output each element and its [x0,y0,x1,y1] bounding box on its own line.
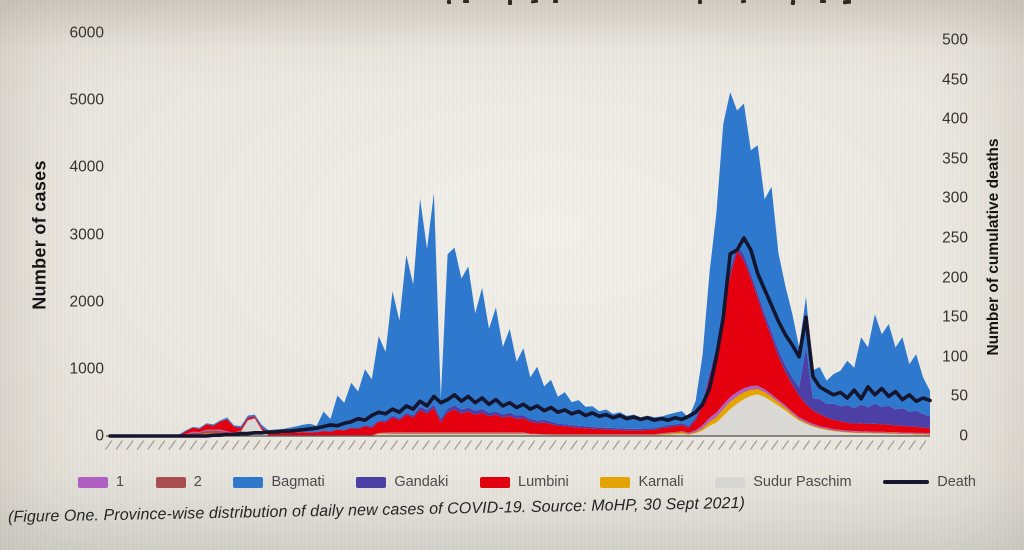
legend-label: Gandaki [394,474,449,490]
legend-item-gandaki: Gandaki [356,474,448,490]
chart-legend: 1 2 Bagmati Gandaki Lumbini Karnali Sudur Pasc… [78,470,976,494]
title-ink-fragment [553,0,558,3]
legend-item-death: Death [883,474,976,490]
right-tick-300: 300 [942,189,968,207]
title-ink-fragment [508,0,512,5]
legend-label: Bagmati [271,474,325,490]
death-line [108,236,932,438]
right-tick-100: 100 [942,348,968,366]
left-tick-6000: 6000 [69,24,104,42]
right-tick-0: 0 [959,427,968,445]
legend-swatch [233,476,264,488]
right-tick-250: 250 [942,229,968,247]
legend-item-1: 1 [78,474,124,490]
area-gandaki [110,244,930,436]
title-ink-fragment [820,0,826,3]
left-tick-5000: 5000 [69,91,104,109]
legend-swatch [78,476,108,488]
area-1 [110,385,930,436]
right-tick-150: 150 [942,308,968,326]
right-tick-450: 450 [942,70,968,88]
area-sudur-paschim [110,394,930,436]
title-ink-fragment [463,0,469,3]
legend-label: Sudur Paschim [753,474,852,490]
legend-label: 1 [116,474,125,490]
left-tick-2000: 2000 [69,292,104,310]
right-tick-200: 200 [942,268,968,286]
left-tick-3000: 3000 [69,225,104,243]
legend-swatch [480,476,510,488]
legend-item-lumbini: Lumbini [480,474,569,490]
legend-item-sudur-paschim: Sudur Paschim [715,474,852,490]
left-tick-1000: 1000 [69,360,104,378]
area-bagmati [110,92,930,436]
legend-swatch [600,476,631,488]
legend-label: Karnali [638,474,684,490]
left-tick-4000: 4000 [69,158,104,176]
legend-item-bagmati: Bagmati [233,474,325,490]
area-lumbini [110,251,930,436]
right-tick-50: 50 [950,387,968,405]
legend-item-2: 2 [155,474,202,490]
legend-swatch [883,480,930,484]
legend-label: Lumbini [518,474,569,490]
right-tick-350: 350 [942,150,968,168]
legend-label: Death [937,474,976,490]
legend-item-karnali: Karnali [600,474,684,490]
left-tick-0: 0 [95,427,104,445]
legend-label: 2 [193,474,202,490]
right-tick-500: 500 [942,31,968,49]
legend-swatch [356,476,387,488]
legend-swatch [715,476,746,488]
right-tick-400: 400 [942,110,968,128]
legend-swatch [155,476,186,488]
